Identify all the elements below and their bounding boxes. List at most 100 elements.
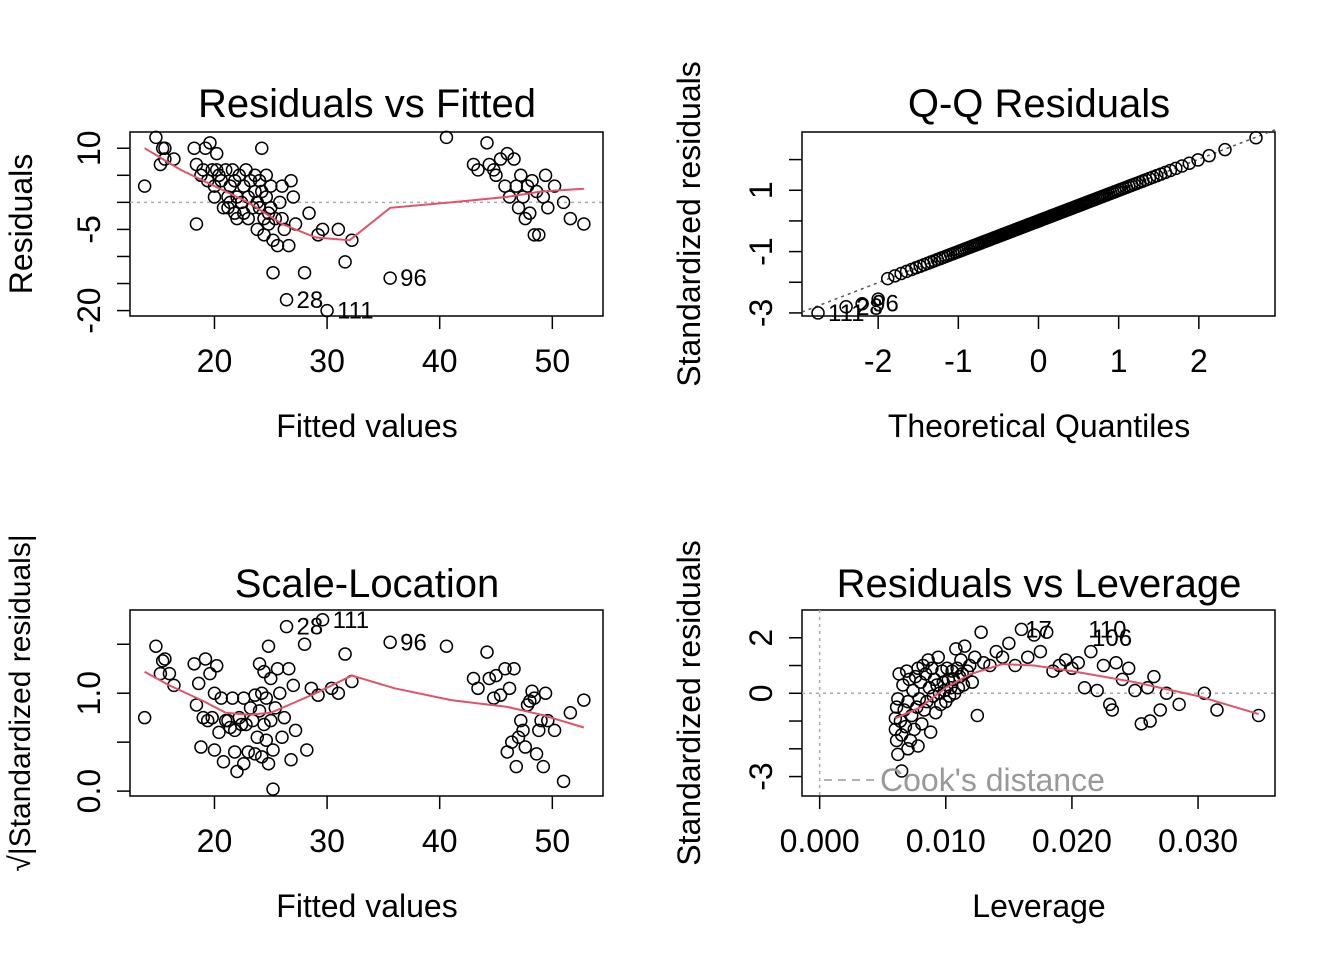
data-point	[1039, 625, 1054, 639]
data-point	[1169, 161, 1183, 176]
data-point	[383, 271, 397, 285]
x-axis-label: Leverage	[972, 888, 1105, 924]
data-points	[137, 613, 591, 796]
data-point	[266, 782, 280, 796]
x-axis-label: Fitted values	[276, 888, 457, 924]
data-point	[1172, 697, 1186, 712]
data-point	[227, 745, 242, 759]
data-point	[516, 723, 530, 738]
y-axis: 0.0 1.0	[71, 643, 130, 813]
x-tick-label: 2	[1190, 343, 1208, 379]
data-point	[218, 163, 233, 177]
data-point	[331, 686, 346, 700]
data-point	[216, 754, 231, 769]
x-axis: 20 30 40 50	[197, 316, 570, 379]
data-point	[261, 756, 276, 771]
data-point	[1134, 717, 1149, 731]
data-point	[383, 635, 397, 650]
data-point	[257, 717, 271, 732]
data-point	[239, 717, 253, 732]
data-point	[275, 211, 289, 226]
data-point	[563, 706, 578, 720]
data-point	[225, 691, 240, 705]
data-point	[482, 671, 497, 686]
data-point	[1105, 703, 1120, 717]
data-point	[523, 206, 537, 220]
data-point	[889, 700, 904, 714]
data-point	[439, 639, 454, 653]
data-point	[286, 190, 301, 204]
data-point	[236, 756, 251, 771]
data-point	[155, 654, 170, 668]
data-point	[284, 753, 298, 767]
data-point	[912, 692, 927, 706]
data-point	[198, 652, 213, 666]
data-point	[187, 657, 201, 671]
panel-title: Residuals vs Leverage	[837, 562, 1242, 606]
data-point	[268, 211, 283, 226]
x-tick-label: 0.010	[906, 823, 986, 859]
data-point	[1197, 686, 1212, 701]
data-point	[158, 652, 172, 666]
data-point	[898, 719, 913, 734]
data-point	[331, 222, 346, 237]
y-tick-label: -20	[71, 287, 107, 333]
data-point	[1033, 644, 1048, 659]
panel-title: Q-Q Residuals	[908, 82, 1170, 126]
y-tick-label: 1	[743, 181, 779, 199]
smooth-line	[144, 670, 585, 729]
data-point	[532, 723, 546, 738]
data-point	[1249, 130, 1263, 145]
data-point	[556, 195, 571, 210]
data-point	[855, 296, 869, 311]
data-point	[511, 730, 526, 745]
data-points	[888, 622, 1266, 778]
x-tick-label: 30	[309, 823, 345, 859]
data-point	[923, 725, 938, 739]
data-point	[891, 692, 905, 706]
point-label: 28	[297, 614, 324, 641]
data-point	[209, 659, 224, 673]
x-tick-label: 50	[535, 343, 571, 379]
data-point	[209, 146, 224, 161]
data-point	[547, 179, 562, 193]
data-point	[288, 723, 303, 738]
data-point	[514, 168, 528, 183]
y-tick-label: 0	[743, 684, 779, 702]
x-tick-label: 0.000	[780, 823, 860, 859]
plot-frame	[129, 609, 604, 797]
panel-title: Scale-Location	[235, 562, 500, 606]
x-tick-label: 20	[197, 823, 233, 859]
data-point	[563, 211, 578, 226]
data-point	[538, 168, 553, 183]
data-point	[532, 228, 546, 242]
data-point	[255, 686, 269, 700]
data-point	[191, 676, 206, 691]
x-axis: 0.000 0.010 0.020 0.030	[780, 796, 1238, 859]
data-point	[255, 750, 269, 764]
data-point	[1021, 650, 1035, 664]
data-point	[811, 306, 825, 320]
data-point	[279, 293, 294, 307]
y-axis-label: √|Standardized residuals|	[4, 534, 37, 871]
data-point	[277, 222, 292, 237]
data-point	[250, 730, 265, 745]
data-point	[264, 179, 278, 193]
panel-residuals-vs-fitted: Residuals vs Fitted 20 30 40 50 -20 -5 10 28 111…	[3, 82, 604, 444]
y-axis: -3 -1 1	[743, 158, 802, 327]
data-point	[259, 691, 274, 705]
data-point	[203, 136, 217, 150]
data-point	[894, 764, 909, 778]
data-point	[505, 735, 519, 749]
y-tick-label: 0.0	[71, 769, 107, 813]
data-point	[158, 152, 172, 166]
y-tick-label: -3	[743, 299, 779, 327]
legend-label: Cook's distance	[880, 762, 1105, 798]
x-tick-label: 0	[1030, 343, 1048, 379]
data-point	[541, 201, 555, 215]
data-point	[205, 710, 219, 725]
data-point	[241, 745, 255, 759]
data-point	[1014, 622, 1029, 637]
y-tick-label: -1	[743, 237, 779, 265]
data-point	[1140, 680, 1155, 695]
